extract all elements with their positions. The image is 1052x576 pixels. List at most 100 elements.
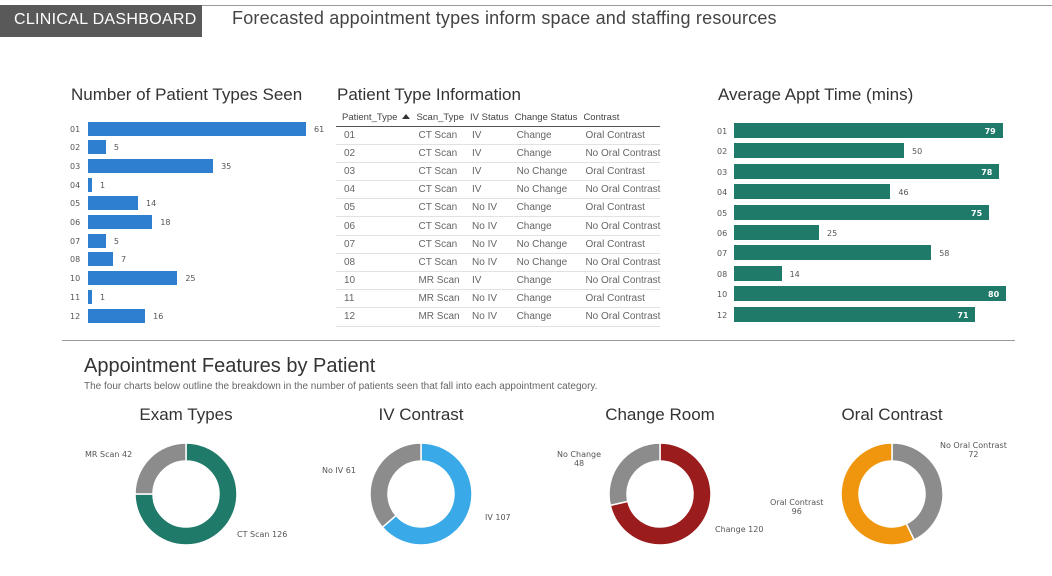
donut-slice[interactable] [134, 442, 238, 546]
bar[interactable] [88, 252, 114, 267]
category-label: 06 [70, 218, 81, 227]
data-label: 35 [221, 161, 232, 171]
bar[interactable] [734, 265, 782, 281]
table-header-row: Patient_Type Scan_Type IV Status Change … [336, 111, 661, 127]
oral-contrast-donut[interactable] [840, 442, 944, 546]
column-header-iv-status[interactable]: IV Status [464, 111, 509, 127]
dashboard-tab[interactable]: CLINICAL DASHBOARD [0, 5, 202, 37]
table-cell: IV [464, 162, 509, 182]
table-cell: MR Scan [410, 289, 465, 309]
donut-slice[interactable] [609, 442, 712, 546]
table-cell: No IV [464, 253, 509, 273]
bar[interactable] [734, 306, 976, 322]
table-row[interactable]: 12 MR Scan No IV Change No Oral Contrast [336, 307, 661, 327]
table-cell: No Change [508, 253, 578, 273]
table-cell: No Oral Contrast [577, 271, 661, 291]
category-label: 10 [70, 274, 81, 284]
slice-label: CT Scan 126 [237, 530, 288, 539]
table-row[interactable]: 07 CT Scan No IV No Change Oral Contrast [336, 235, 661, 254]
table-cell: 11 [336, 289, 411, 309]
table-row[interactable]: 03 CT Scan IV No Change Oral Contrast [336, 162, 661, 182]
donut-slice[interactable] [381, 442, 473, 546]
category-label: 02 [70, 143, 81, 153]
column-header-scan-type[interactable]: Scan_Type [410, 111, 465, 127]
bar[interactable] [734, 286, 1006, 302]
bar[interactable] [88, 308, 146, 323]
bar[interactable] [734, 143, 904, 159]
table-cell: No Oral Contrast [577, 253, 661, 273]
table-row[interactable]: 05 CT Scan No IV Change Oral Contrast [336, 198, 661, 218]
column-header-contrast[interactable]: Contrast [577, 111, 661, 127]
table-cell: 02 [336, 144, 411, 163]
category-label: 07 [70, 236, 81, 246]
data-label: 14 [789, 269, 800, 279]
table-cell: Oral Contrast [577, 235, 661, 254]
bar[interactable] [88, 289, 92, 304]
table-row[interactable]: 10 MR Scan IV Change No Oral Contrast [336, 271, 661, 291]
data-label: 75 [971, 208, 983, 218]
table-cell: CT Scan [410, 144, 465, 163]
bar[interactable] [734, 184, 891, 200]
table-cell: Change [508, 289, 578, 309]
dashboard-header: CLINICAL DASHBOARD Forecasted appointmen… [0, 0, 1052, 40]
slice-label: No IV 61 [322, 466, 356, 475]
table-cell: IV [464, 144, 509, 163]
table-cell: 06 [336, 216, 411, 236]
table-cell: Change [508, 216, 578, 236]
sort-ascending-icon[interactable] [402, 113, 411, 119]
table-cell: CT Scan [410, 126, 465, 145]
table-cell: No IV [464, 235, 509, 254]
exam-types-donut[interactable] [134, 442, 238, 546]
donut-slice[interactable] [891, 442, 944, 541]
data-label: 80 [988, 290, 1000, 300]
category-label: 01 [717, 127, 728, 136]
table-cell: No Change [508, 180, 578, 200]
category-label: 03 [70, 161, 81, 171]
change-room-donut[interactable] [608, 442, 712, 546]
table-row[interactable]: 01 CT Scan IV Change Oral Contrast [336, 126, 661, 145]
data-label: 5 [113, 143, 119, 153]
data-label: 25 [827, 229, 838, 238]
bar[interactable] [88, 233, 106, 248]
table-row[interactable]: 11 MR Scan No IV Change Oral Contrast [336, 289, 661, 309]
donut-slice[interactable] [134, 442, 187, 495]
bar[interactable] [88, 177, 92, 192]
table-row[interactable]: 08 CT Scan No IV No Change No Oral Contrast [336, 253, 661, 273]
change-room-title: Change Room [605, 405, 715, 424]
bar[interactable] [88, 140, 106, 155]
table-cell: No Oral Contrast [577, 216, 661, 236]
features-title: Appointment Features by Patient [84, 355, 376, 377]
bar[interactable] [88, 271, 178, 286]
table-cell: No Oral Contrast [577, 180, 661, 200]
table-row[interactable]: 06 CT Scan No IV Change No Oral Contrast [336, 216, 661, 236]
table-cell: Oral Contrast [577, 289, 661, 309]
iv-contrast-donut[interactable] [369, 442, 473, 546]
table-cell: CT Scan [410, 216, 465, 236]
table-row[interactable]: 02 CT Scan IV Change No Oral Contrast [336, 144, 661, 163]
bar[interactable] [88, 196, 139, 211]
donut-slice[interactable] [608, 442, 661, 507]
table-cell: Change [508, 126, 578, 145]
donut-slice[interactable] [840, 442, 916, 546]
table-cell: CT Scan [410, 253, 465, 273]
table-cell: IV [464, 180, 509, 200]
donut-slice[interactable] [369, 442, 422, 529]
bar[interactable] [734, 123, 1003, 138]
slice-label: MR Scan 42 [85, 450, 133, 459]
category-label: 10 [717, 290, 728, 300]
features-description: The four charts below outline the breakd… [84, 381, 598, 392]
data-label: 78 [981, 167, 993, 177]
bar[interactable] [734, 245, 932, 261]
bar[interactable] [734, 225, 819, 240]
data-label: 79 [984, 127, 996, 136]
column-header-change-status[interactable]: Change Status [508, 111, 578, 127]
bar[interactable] [88, 121, 306, 136]
column-header-patient-type[interactable]: Patient_Type [336, 111, 411, 127]
table-cell: CT Scan [410, 162, 465, 182]
bar[interactable] [88, 158, 214, 173]
bar[interactable] [88, 215, 153, 229]
bar[interactable] [734, 204, 989, 220]
table-row[interactable]: 04 CT Scan IV No Change No Oral Contrast [336, 180, 661, 200]
bar[interactable] [734, 163, 1000, 179]
table-cell: No Change [508, 162, 578, 182]
